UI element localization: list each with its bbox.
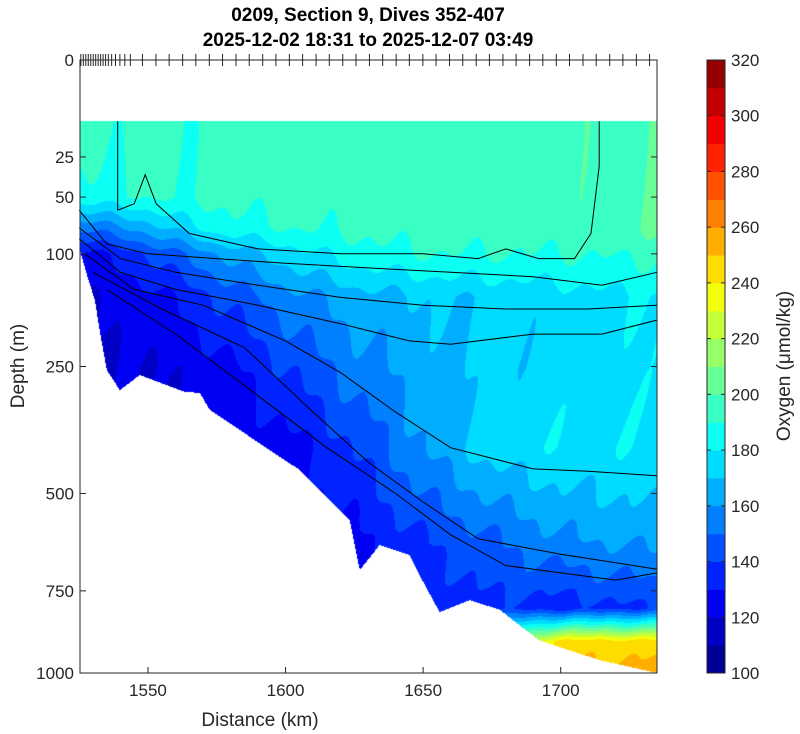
contour-line <box>92 271 658 570</box>
colorbar-swatch <box>707 645 725 674</box>
y-tick-label: 500 <box>46 484 74 503</box>
plot-frame <box>79 59 658 674</box>
x-axis: 1550 1600 1650 1700 <box>129 667 580 700</box>
colorbar-swatch <box>707 282 725 312</box>
x-tick-label: 1650 <box>404 681 442 700</box>
chart-title: 0209, Section 9, Dives 352-407 <box>231 5 505 26</box>
colorbar-tick-label: 220 <box>731 330 759 349</box>
colorbar-frame <box>706 59 726 674</box>
y-axis: 0 25 50 100 250 500 750 1000 <box>36 51 657 683</box>
x-tick-label: 1600 <box>267 681 305 700</box>
x-tick-label: 1700 <box>542 681 580 700</box>
colorbar-label: Oxygen (μmol/kg) <box>774 291 795 441</box>
contour-line <box>84 253 658 477</box>
colorbar-swatch <box>707 310 725 340</box>
chart-subtitle: 2025-12-02 18:31 to 2025-12-07 03:49 <box>203 30 534 51</box>
colorbar-swatch <box>707 366 725 395</box>
y-tick-label: 250 <box>46 358 74 377</box>
colorbar-tick-label: 100 <box>731 664 759 683</box>
colorbar-tick-label: 200 <box>731 385 759 404</box>
y-tick-label: 25 <box>55 148 74 167</box>
y-axis-label: Depth (m) <box>8 324 29 408</box>
colorbar-swatch <box>707 115 725 145</box>
colorbar-swatch <box>707 87 725 117</box>
colorbar-swatch <box>707 60 725 89</box>
contour-line <box>78 209 658 286</box>
colorbar-tick-label: 240 <box>731 274 759 293</box>
colorbar-swatch <box>707 255 725 284</box>
colorbar-swatch <box>707 477 725 507</box>
y-tick-label: 0 <box>65 51 74 70</box>
colorbar-swatch <box>707 394 725 423</box>
colorbar-swatch <box>707 422 725 451</box>
colorbar-swatch <box>707 227 725 256</box>
y-tick-label: 100 <box>46 245 74 264</box>
colorbar-tick-label: 120 <box>731 608 759 627</box>
colorbar: 100 120 140 160 180 200 220 240 260 280 300 320 <box>706 51 759 683</box>
contour-line <box>106 288 658 581</box>
colorbar-tick-label: 180 <box>731 441 759 460</box>
x-tick-label: 1550 <box>129 681 167 700</box>
colorbar-swatch <box>707 589 725 618</box>
colorbar-swatch <box>707 533 725 563</box>
colorbar-tick-label: 140 <box>731 553 759 572</box>
colorbar-swatch <box>707 617 725 646</box>
contour-lines <box>78 121 658 581</box>
y-tick-label: 50 <box>55 188 74 207</box>
y-tick-label: 1000 <box>36 664 74 683</box>
contour-line <box>78 227 658 310</box>
colorbar-tick-label: 280 <box>731 162 759 181</box>
colorbar-swatch <box>707 338 725 367</box>
contour-line <box>78 238 658 345</box>
x-axis-label: Distance (km) <box>201 710 318 731</box>
colorbar-swatch <box>707 505 725 535</box>
oxygen-field-heatmap <box>80 60 657 673</box>
contour-line <box>117 121 600 260</box>
colorbar-tick-label: 300 <box>731 107 759 126</box>
colorbar-tick-label: 160 <box>731 497 759 516</box>
colorbar-swatch <box>707 199 725 228</box>
dive-ticks <box>80 54 651 66</box>
colorbar-swatch <box>707 143 725 172</box>
colorbar-swatch <box>707 171 725 200</box>
colorbar-swatch <box>707 450 725 479</box>
y-tick-label: 750 <box>46 582 74 601</box>
colorbar-swatch <box>707 561 725 590</box>
colorbar-tick-label: 260 <box>731 218 759 237</box>
colorbar-tick-label: 320 <box>731 51 759 70</box>
